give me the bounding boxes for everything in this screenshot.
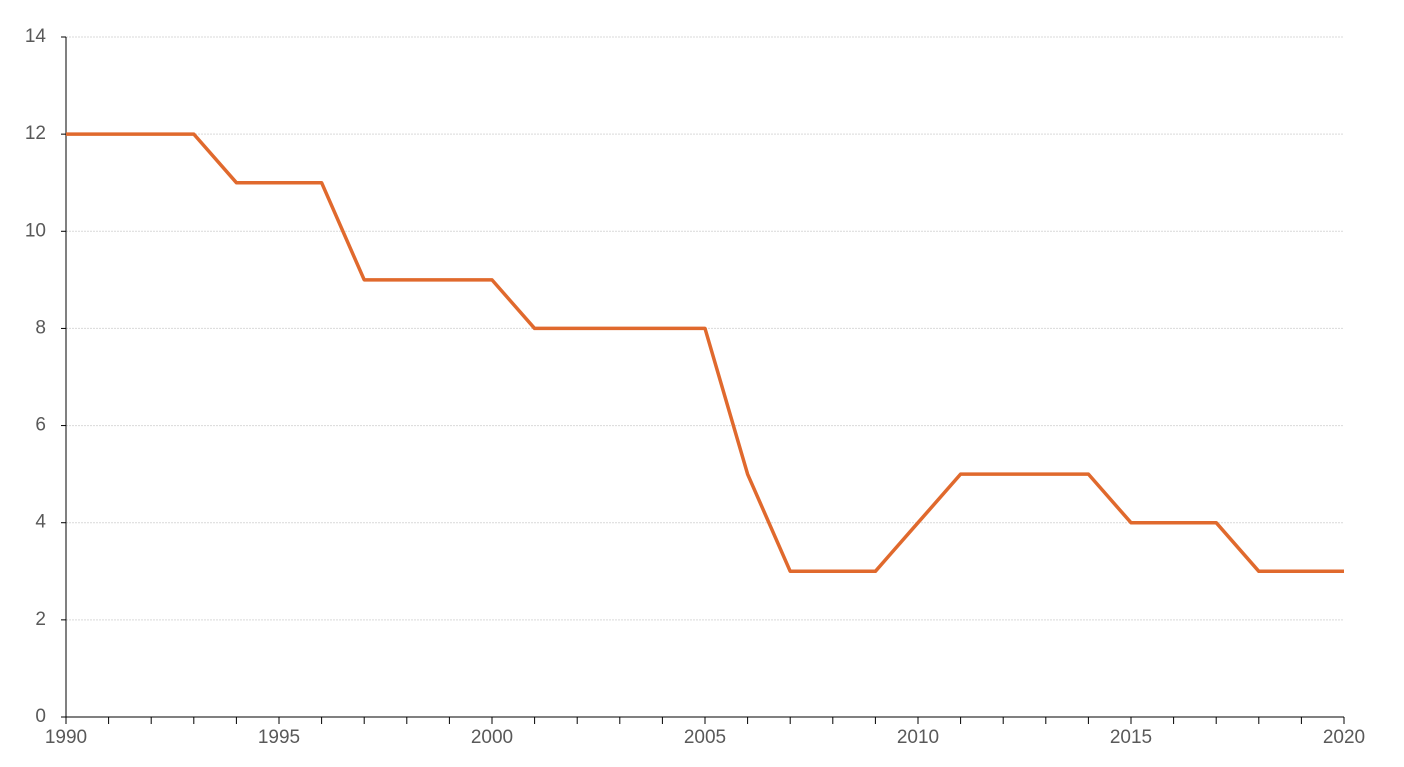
y-tick-label: 6 xyxy=(35,415,46,436)
y-tick-label: 0 xyxy=(35,706,46,727)
x-tick-label: 1995 xyxy=(258,727,300,748)
y-tick-label: 12 xyxy=(25,123,46,144)
y-tick-label: 10 xyxy=(25,220,46,241)
y-tick-label: 4 xyxy=(35,512,46,533)
x-tick-label: 2020 xyxy=(1323,727,1365,748)
x-tick-label: 2010 xyxy=(897,727,939,748)
x-tick-label: 2015 xyxy=(1110,727,1152,748)
y-tick-label: 2 xyxy=(35,609,46,630)
y-tick-label: 8 xyxy=(35,317,46,338)
y-tick-label: 14 xyxy=(25,26,47,47)
x-tick-label: 2000 xyxy=(471,727,513,748)
data-line xyxy=(66,132,1344,574)
x-tick-label: 1990 xyxy=(45,727,87,748)
x-tick-label: 2005 xyxy=(684,727,726,748)
